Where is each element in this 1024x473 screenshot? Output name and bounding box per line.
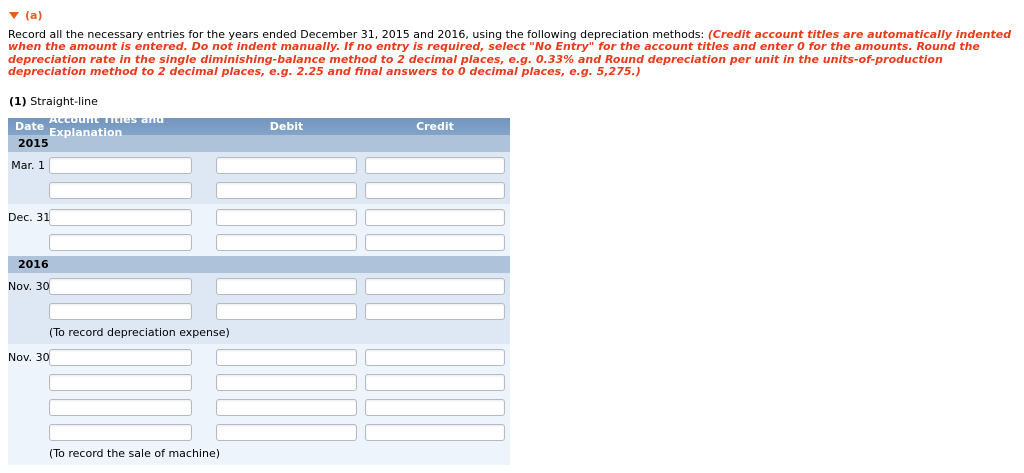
- journal-table: Date Account Titles and Explanation Debi…: [8, 113, 510, 465]
- journal-table-header: Date Account Titles and Explanation Debi…: [8, 113, 510, 139]
- account-title-input[interactable]: [49, 156, 192, 174]
- journal-entry-row: Nov. 30: [8, 274, 510, 299]
- journal-entry-row: [8, 395, 510, 420]
- debit-amount-input[interactable]: [216, 181, 357, 199]
- entry-date-label: Dec. 31: [8, 210, 51, 224]
- debit-amount-input[interactable]: [216, 208, 357, 226]
- credit-amount-input[interactable]: [365, 233, 505, 251]
- entry-date-label: Nov. 30: [8, 350, 50, 364]
- entry-note-row: (To record the sale of machine): [8, 445, 510, 464]
- section-header: (a): [9, 9, 1016, 22]
- entry-date-label: Nov. 30: [8, 279, 50, 293]
- account-title-input[interactable]: [49, 398, 192, 416]
- debit-amount-input[interactable]: [216, 423, 357, 441]
- credit-amount-input[interactable]: [365, 181, 505, 199]
- debit-amount-input[interactable]: [216, 302, 357, 320]
- journal-entry-row: [8, 178, 510, 203]
- journal-entry-row: Dec. 31: [8, 205, 510, 230]
- entry-note: (To record depreciation expense): [49, 325, 230, 339]
- method-name: Straight-line: [30, 94, 98, 108]
- entry-date-label: Mar. 1: [11, 158, 45, 172]
- column-header-debit: Debit: [269, 119, 304, 133]
- debit-amount-input[interactable]: [216, 233, 357, 251]
- instructions: Record all the necessary entries for the…: [8, 28, 1016, 79]
- account-title-input[interactable]: [49, 302, 192, 320]
- section-label: (a): [25, 9, 43, 22]
- journal-entry-row: [8, 420, 510, 445]
- account-title-input[interactable]: [49, 233, 192, 251]
- debit-amount-input[interactable]: [216, 398, 357, 416]
- account-title-input[interactable]: [49, 373, 192, 391]
- entry-note: (To record the sale of machine): [49, 446, 221, 460]
- account-title-input[interactable]: [49, 181, 192, 199]
- credit-amount-input[interactable]: [365, 373, 505, 391]
- credit-amount-input[interactable]: [365, 156, 505, 174]
- journal-entry-group: Nov. 30 (To record the sale of machine): [8, 343, 510, 465]
- journal-entry-row: [8, 230, 510, 255]
- account-title-input[interactable]: [49, 208, 192, 226]
- method-title: (1) Straight-line: [9, 95, 1016, 108]
- debit-amount-input[interactable]: [216, 373, 357, 391]
- credit-amount-input[interactable]: [365, 302, 505, 320]
- column-header-date: Date: [15, 119, 45, 133]
- credit-amount-input[interactable]: [365, 277, 505, 295]
- account-title-input[interactable]: [49, 423, 192, 441]
- journal-entry-row: Mar. 1: [8, 153, 510, 178]
- year-row: 2016: [8, 255, 510, 273]
- method-number: (1): [9, 94, 27, 108]
- column-header-account: Account Titles and Explanation: [49, 113, 165, 140]
- journal-entry-group: Mar. 1: [8, 151, 510, 204]
- journal-entry-row: [8, 370, 510, 395]
- account-title-input[interactable]: [49, 348, 192, 366]
- credit-amount-input[interactable]: [365, 208, 505, 226]
- credit-amount-input[interactable]: [365, 423, 505, 441]
- debit-amount-input[interactable]: [216, 156, 357, 174]
- year-row: 2015: [8, 134, 510, 152]
- year-label: 2016: [18, 257, 49, 271]
- credit-amount-input[interactable]: [365, 348, 505, 366]
- collapse-triangle-icon[interactable]: [9, 12, 19, 19]
- journal-entry-group: Nov. 30 (To record depreciation expense): [8, 272, 510, 344]
- instructions-intro: Record all the necessary entries for the…: [8, 28, 708, 41]
- account-title-input[interactable]: [49, 277, 192, 295]
- journal-table-body: 2015 Mar. 1 Dec. 31 2016 Nov. 30 (To record d…: [8, 134, 510, 465]
- year-label: 2015: [18, 136, 49, 150]
- journal-entry-row: Nov. 30: [8, 345, 510, 370]
- instructions-emphasis: (Credit account titles are automatically…: [8, 28, 1012, 79]
- journal-entry-group: Dec. 31: [8, 203, 510, 256]
- column-header-credit: Credit: [416, 119, 454, 133]
- entry-note-row: (To record depreciation expense): [8, 324, 510, 343]
- debit-amount-input[interactable]: [216, 277, 357, 295]
- debit-amount-input[interactable]: [216, 348, 357, 366]
- credit-amount-input[interactable]: [365, 398, 505, 416]
- journal-entry-row: [8, 299, 510, 324]
